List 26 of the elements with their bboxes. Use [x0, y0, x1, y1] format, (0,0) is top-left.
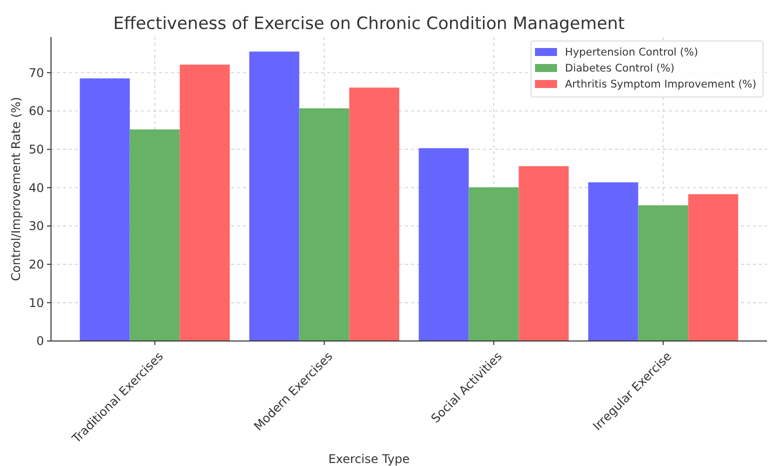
- legend-label: Arthritis Symptom Improvement (%): [565, 78, 756, 91]
- bar: [349, 88, 400, 341]
- y-tick-label: 10: [28, 296, 44, 310]
- y-tick-label: 30: [28, 219, 44, 234]
- y-tick-label: 0: [36, 334, 44, 348]
- bar: [180, 64, 230, 341]
- bar: [588, 182, 638, 341]
- y-tick-label: 20: [28, 258, 44, 272]
- legend-label: Hypertension Control (%): [565, 46, 698, 59]
- bar: [688, 194, 738, 341]
- bar: [418, 148, 469, 341]
- y-tick-label: 70: [28, 66, 44, 80]
- y-tick-label: 40: [28, 180, 44, 195]
- x-axis-title: Exercise Type: [328, 452, 410, 466]
- bar: [130, 129, 180, 341]
- bar: [299, 108, 350, 341]
- bar: [80, 78, 130, 341]
- legend-label: Diabetes Control (%): [565, 62, 674, 75]
- chart-title: Effectiveness of Exercise on Chronic Condition Management: [113, 14, 626, 34]
- bar: [638, 205, 688, 341]
- bar: [468, 187, 519, 341]
- bar: [249, 52, 300, 341]
- y-axis-title: Control/Improvement Rate (%): [9, 96, 23, 282]
- y-tick-label: 60: [28, 104, 44, 118]
- bar: [518, 166, 569, 341]
- y-tick-label: 50: [28, 142, 44, 157]
